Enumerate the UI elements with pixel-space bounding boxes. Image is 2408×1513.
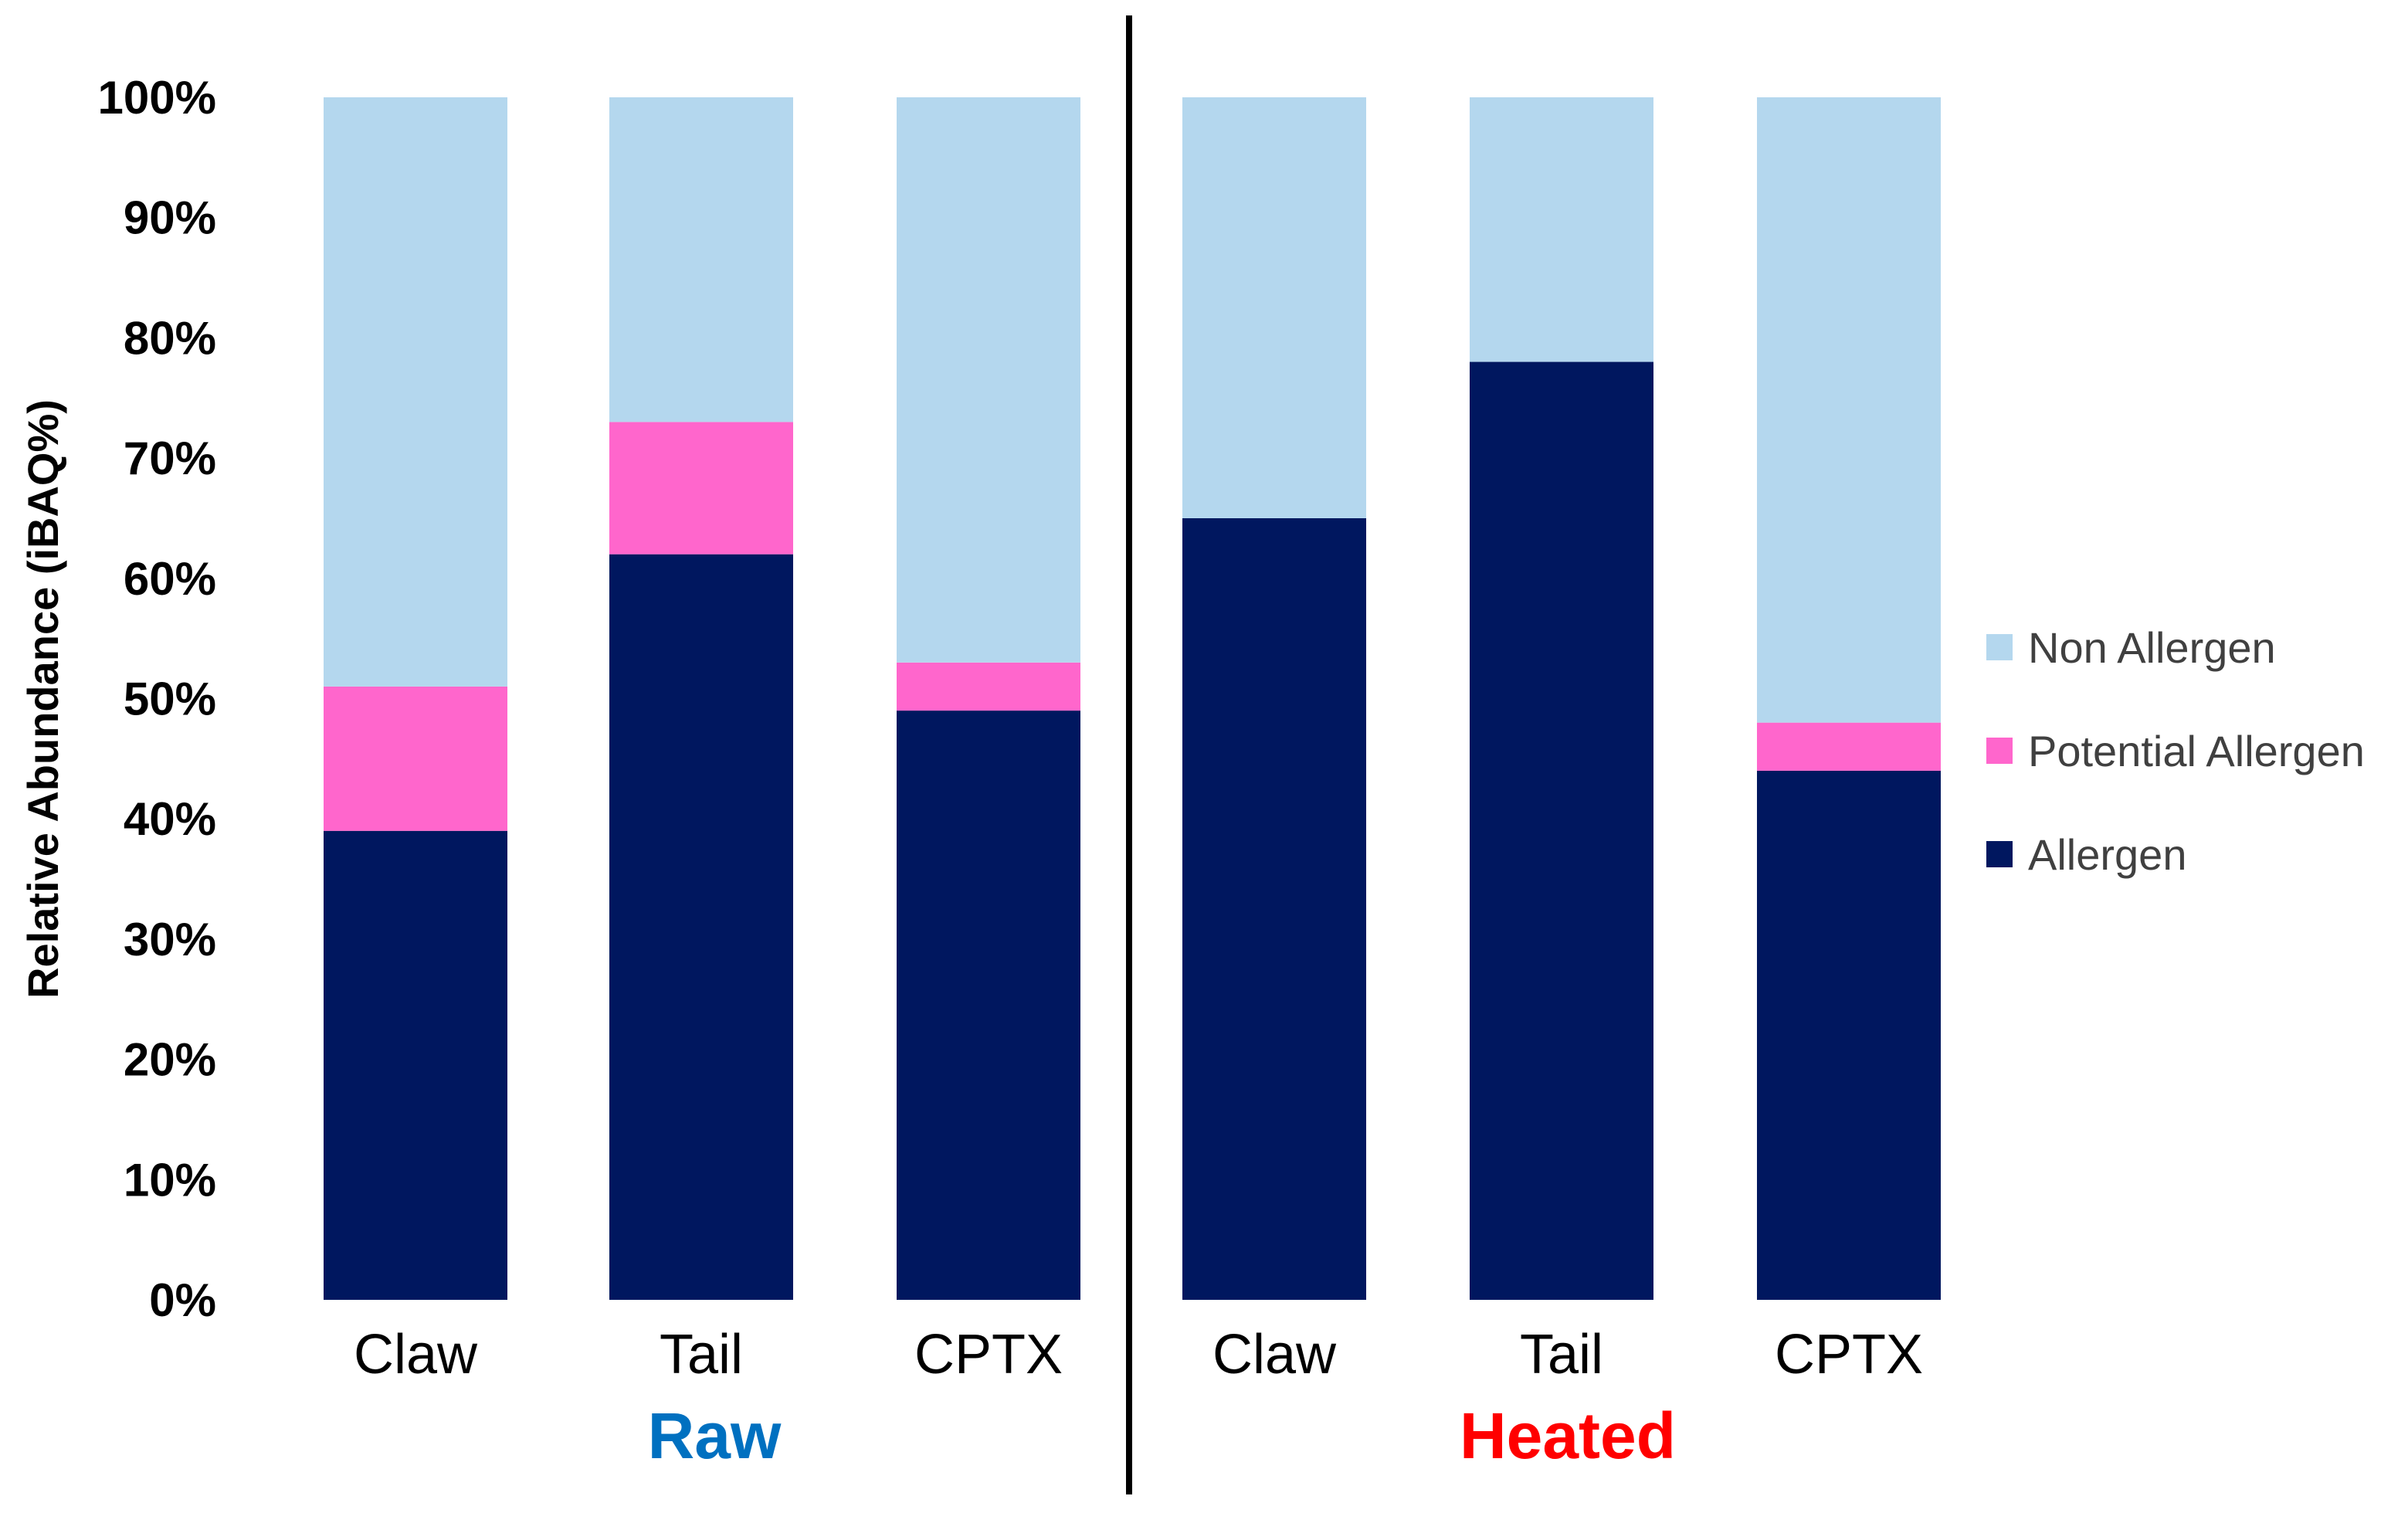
bar-segment-potential-allergen <box>324 686 507 831</box>
legend-swatch-allergen <box>1986 841 2013 867</box>
x-category-label: Tail <box>660 1324 743 1386</box>
bar-segment-non-allergen <box>897 97 1080 663</box>
legend-swatch-potential-allergen <box>1986 738 2013 764</box>
bar-segment-potential-allergen <box>1757 722 1941 771</box>
y-tick-label: 100% <box>98 72 216 124</box>
bar-segment-allergen <box>1757 770 1941 1300</box>
bar-segment-non-allergen <box>609 97 793 422</box>
group-label-raw: Raw <box>648 1399 782 1472</box>
x-category-label: Claw <box>354 1324 478 1386</box>
group-labels: Raw Heated <box>648 1399 1676 1472</box>
bar-segment-allergen <box>897 711 1080 1300</box>
y-tick-label: 20% <box>124 1034 216 1086</box>
legend-label-potential-allergen: Potential Allergen <box>2028 727 2365 775</box>
y-axis-ticks: 0% 10% 20% 30% 40% 50% 60% 70% 80% 90% 100% <box>98 72 216 1326</box>
bar-segment-non-allergen <box>1182 97 1366 518</box>
x-category-label: CPTX <box>1775 1324 1923 1386</box>
y-tick-label: 30% <box>124 914 216 965</box>
legend-label-allergen: Allergen <box>2028 830 2186 879</box>
group-label-heated: Heated <box>1460 1399 1676 1472</box>
bar-segment-allergen <box>1470 361 1653 1300</box>
bar-segment-potential-allergen <box>609 422 793 555</box>
y-tick-label: 50% <box>124 673 216 725</box>
x-category-label: Tail <box>1520 1324 1603 1386</box>
bars <box>324 97 1941 1300</box>
y-tick-label: 40% <box>124 793 216 845</box>
bar-segment-allergen <box>609 554 793 1300</box>
category-labels: Claw Tail CPTX Claw Tail CPTX <box>354 1324 1923 1386</box>
y-tick-label: 90% <box>124 192 216 244</box>
bar-segment-allergen <box>1182 517 1366 1300</box>
legend-label-non-allergen: Non Allergen <box>2028 623 2276 672</box>
bar-segment-non-allergen <box>324 97 507 687</box>
bar-segment-non-allergen <box>1757 97 1941 723</box>
bar-segment-non-allergen <box>1470 97 1653 362</box>
y-tick-label: 60% <box>124 553 216 605</box>
legend: Non Allergen Potential Allergen Allergen <box>1986 623 2365 879</box>
y-tick-label: 10% <box>124 1154 216 1206</box>
y-tick-label: 70% <box>124 433 216 484</box>
y-tick-label: 80% <box>124 312 216 364</box>
bar-segment-potential-allergen <box>897 662 1080 711</box>
x-category-label: CPTX <box>914 1324 1063 1386</box>
y-tick-label: 0% <box>149 1274 216 1326</box>
bar-segment-allergen <box>324 830 507 1300</box>
legend-swatch-non-allergen <box>1986 634 2013 660</box>
y-axis-label: Relative Abundance (iBAQ%) <box>19 399 67 999</box>
x-category-label: Claw <box>1212 1324 1337 1386</box>
